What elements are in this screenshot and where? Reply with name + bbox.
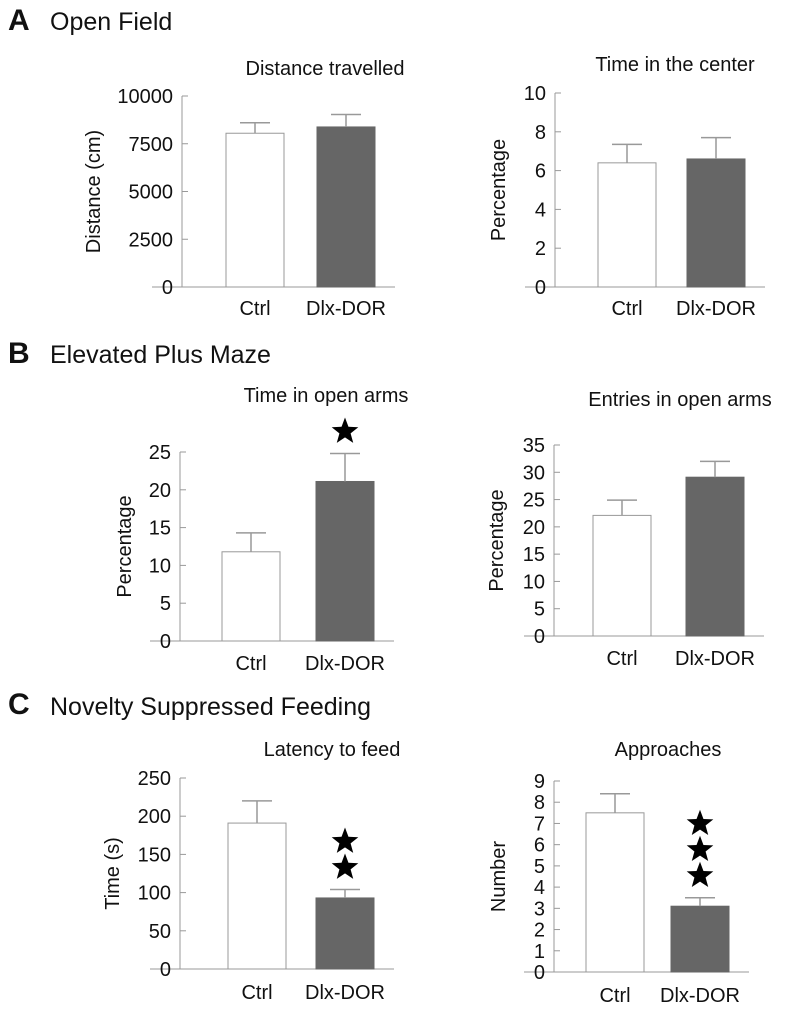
significance-star	[686, 809, 714, 836]
section-letter-b: B	[8, 337, 30, 370]
section-title-a: Open Field	[50, 8, 173, 36]
bar-ctrl	[585, 812, 645, 973]
y-tick-label: 5000	[129, 182, 174, 204]
chart-panel-4: Latency to feed Time (s) 0 50 100 150 200 250 Ct…	[102, 739, 400, 1004]
y-axis-label: Time (s)	[102, 837, 124, 910]
y-tick-label: 5	[534, 599, 545, 621]
chart-title: Distance travelled	[246, 58, 405, 80]
chart-title: Time in the center	[595, 54, 755, 76]
bar-ctrl	[225, 132, 285, 288]
y-tick-label: 4	[535, 199, 546, 221]
y-tick-label: 100	[138, 883, 171, 905]
y-axis-label: Percentage	[114, 495, 136, 597]
significance-star	[331, 853, 359, 879]
y-tick-label: 1	[534, 941, 545, 963]
chart-title: Time in open arms	[244, 385, 409, 407]
significance-star	[331, 417, 359, 443]
bar-dlx-dor	[315, 897, 375, 970]
chart-title: Approaches	[615, 739, 722, 761]
y-tick-label: 0	[160, 631, 171, 653]
bar-ctrl	[597, 162, 657, 288]
x-category-label: Ctrl	[599, 985, 630, 1007]
y-tick-label: 7	[534, 813, 545, 835]
x-category-label: Ctrl	[239, 298, 270, 320]
y-tick-label: 10	[524, 83, 546, 105]
y-axis-label: Number	[488, 841, 510, 912]
x-category-label: Ctrl	[606, 648, 637, 670]
chart-panel-2: Time in open arms Percentage 0 5 10 15 20 25 Ctr…	[114, 385, 408, 675]
y-tick-label: 3	[534, 898, 545, 920]
y-tick-label: 150	[138, 844, 171, 866]
section-letter-a: A	[8, 4, 30, 37]
bar-ctrl	[221, 551, 281, 642]
y-tick-label: 35	[523, 435, 545, 457]
y-tick-label: 2500	[129, 229, 174, 251]
y-axis-label: Distance (cm)	[83, 130, 105, 253]
section-title-c: Novelty Suppressed Feeding	[50, 693, 372, 721]
significance-star	[331, 827, 359, 853]
y-tick-label: 50	[149, 921, 171, 943]
y-tick-label: 5	[160, 593, 171, 615]
y-tick-label: 250	[138, 768, 171, 790]
y-tick-label: 9	[534, 771, 545, 793]
y-tick-label: 8	[534, 792, 545, 814]
y-tick-label: 10	[523, 571, 545, 593]
y-tick-label: 6	[534, 835, 545, 857]
y-tick-label: 2	[534, 920, 545, 942]
significance-star	[686, 861, 714, 888]
section-title-b: Elevated Plus Maze	[50, 341, 271, 369]
bar-ctrl	[592, 514, 652, 637]
x-category-label: Dlx-DOR	[305, 653, 385, 675]
y-tick-label: 7500	[129, 134, 174, 156]
bar-dlx-dor	[686, 158, 746, 288]
bar-dlx-dor	[685, 476, 745, 637]
x-category-label: Dlx-DOR	[676, 298, 756, 320]
y-tick-label: 15	[149, 518, 171, 540]
y-tick-label: 20	[149, 480, 171, 502]
bar-dlx-dor	[316, 126, 376, 288]
y-axis-label: Percentage	[486, 489, 508, 591]
y-tick-label: 6	[535, 161, 546, 183]
y-tick-label: 0	[534, 626, 545, 648]
x-category-label: Dlx-DOR	[675, 648, 755, 670]
y-tick-label: 25	[149, 442, 171, 464]
y-tick-label: 4	[534, 877, 545, 899]
x-category-label: Ctrl	[611, 298, 642, 320]
y-tick-label: 20	[523, 517, 545, 539]
x-category-label: Dlx-DOR	[306, 298, 386, 320]
y-tick-label: 0	[535, 277, 546, 299]
x-category-label: Dlx-DOR	[305, 982, 385, 1004]
chart-panel-0: Distance travelled Distance (cm) 0 2500 5000…	[83, 58, 404, 320]
y-tick-label: 15	[523, 544, 545, 566]
chart-title: Latency to feed	[264, 739, 401, 761]
x-category-label: Ctrl	[241, 982, 272, 1004]
y-tick-label: 0	[534, 962, 545, 984]
y-tick-label: 0	[160, 959, 171, 981]
y-tick-label: 200	[138, 806, 171, 828]
y-tick-label: 0	[162, 277, 173, 299]
y-tick-label: 25	[523, 490, 545, 512]
y-tick-label: 8	[535, 122, 546, 144]
bar-dlx-dor	[670, 905, 730, 973]
chart-panel-3: Entries in open arms Percentage 0 5 10 15 20 25…	[486, 389, 772, 670]
bar-ctrl	[227, 822, 287, 970]
chart-title: Entries in open arms	[588, 389, 771, 411]
significance-star	[686, 835, 714, 862]
section-letter-c: C	[8, 688, 30, 721]
x-category-label: Ctrl	[235, 653, 266, 675]
y-tick-label: 2	[535, 238, 546, 260]
y-axis-label: Percentage	[488, 139, 510, 241]
chart-panel-1: Time in the center Percentage 0 2 4 6 8 10 Ctrl D…	[488, 54, 765, 320]
y-tick-label: 10	[149, 555, 171, 577]
bar-dlx-dor	[315, 480, 375, 642]
x-category-label: Dlx-DOR	[660, 985, 740, 1007]
y-tick-label: 10000	[117, 86, 173, 108]
y-tick-label: 30	[523, 462, 545, 484]
y-tick-label: 5	[534, 856, 545, 878]
